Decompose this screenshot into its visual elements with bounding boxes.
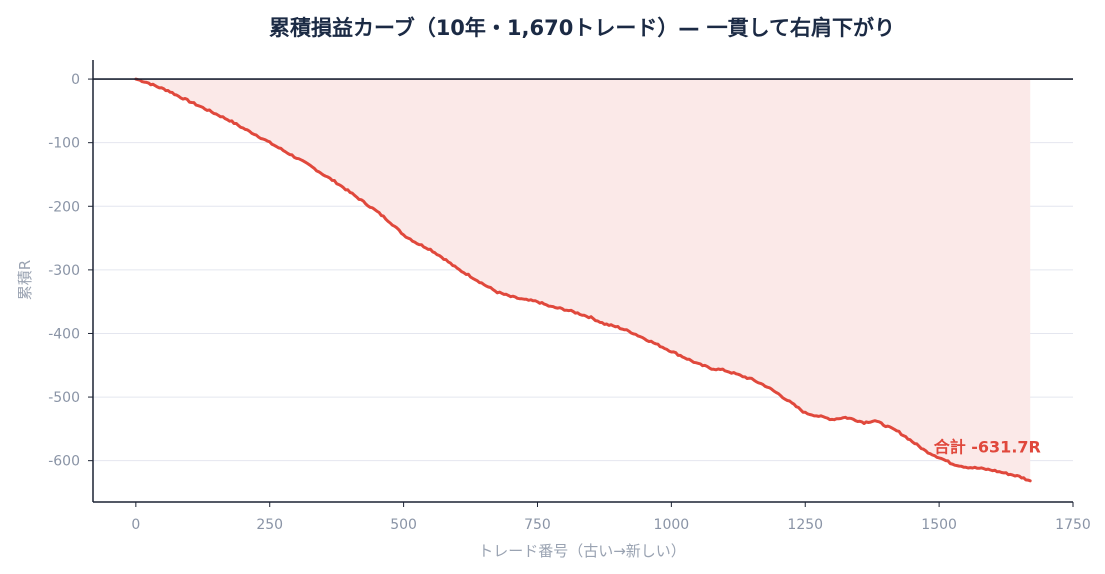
chart-title: 累積損益カーブ（10年・1,670トレード）— 一貫して右肩下がり bbox=[269, 16, 895, 40]
y-tick-label: -300 bbox=[48, 263, 80, 279]
y-tick-label: -500 bbox=[48, 390, 80, 406]
area-fill bbox=[135, 79, 1031, 481]
annotations: 合計 -631.7R bbox=[934, 437, 1041, 456]
x-tick-label: 0 bbox=[131, 517, 140, 533]
total-annotation: 合計 -631.7R bbox=[934, 437, 1041, 456]
x-axis-label: トレード番号（古い→新しい） bbox=[478, 542, 686, 560]
tick-labels: 0 250 500 750 1000 1250 1500 1750 0 -100 -200 -300 -… bbox=[48, 72, 1091, 533]
axes bbox=[88, 60, 1074, 507]
x-tick-label: 500 bbox=[390, 517, 417, 533]
y-tick-label: -400 bbox=[48, 326, 80, 342]
x-tick-label: 1250 bbox=[787, 517, 823, 533]
series-line bbox=[134, 77, 1032, 483]
y-axis-label: 累積R bbox=[16, 260, 34, 300]
series-line-layer bbox=[134, 77, 1032, 483]
y-tick-label: -600 bbox=[48, 454, 80, 470]
x-tick-label: 250 bbox=[256, 517, 283, 533]
x-tick-label: 1000 bbox=[654, 517, 690, 533]
x-tick-label: 750 bbox=[524, 517, 551, 533]
x-tick-label: 1750 bbox=[1055, 517, 1091, 533]
y-tick-label: 0 bbox=[71, 72, 80, 88]
series-area-fill bbox=[135, 79, 1031, 481]
y-tick-label: -100 bbox=[48, 136, 80, 152]
y-tick-label: -200 bbox=[48, 199, 80, 215]
x-tick-label: 1500 bbox=[921, 517, 957, 533]
